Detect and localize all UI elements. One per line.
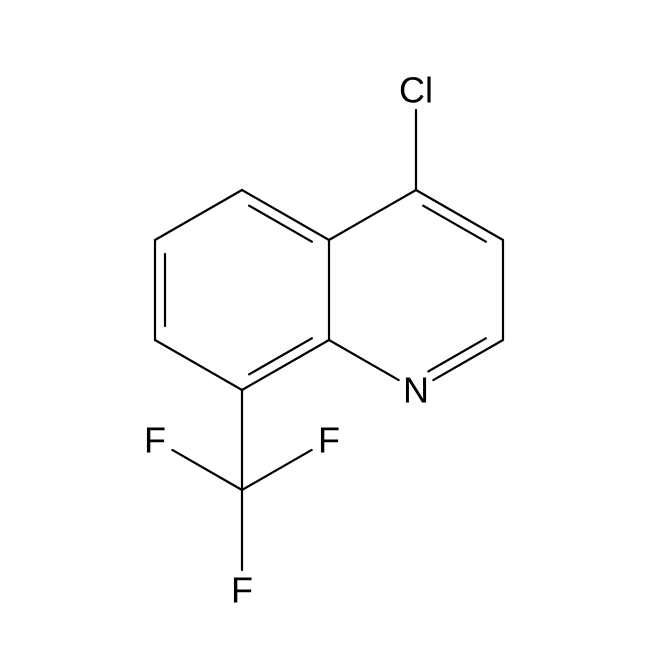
bond [242,340,329,390]
bond [155,340,242,390]
bond [329,340,399,380]
bond [329,190,416,240]
bond [242,450,312,490]
atom-label-n: N [403,370,429,411]
bond [242,190,329,240]
bond [172,450,242,490]
atom-label-cl: Cl [399,70,433,111]
atom-label-f: F [231,570,253,611]
bond [155,190,242,240]
atom-label-f: F [144,420,166,461]
molecule-diagram: N Cl F F F [0,0,650,650]
bond [416,190,503,240]
bond [433,340,503,380]
atom-label-f: F [318,420,340,461]
